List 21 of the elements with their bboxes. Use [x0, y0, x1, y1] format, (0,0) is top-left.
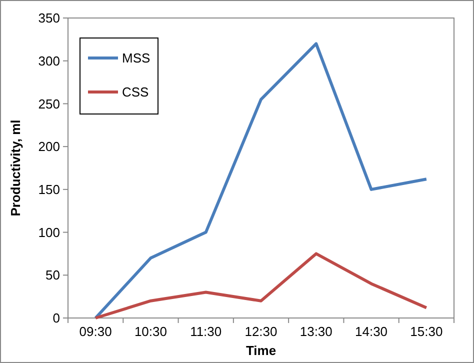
x-tick-label: 13:30 — [300, 324, 332, 339]
y-axis-title: Productivity, ml — [8, 120, 23, 216]
y-tick-label: 100 — [38, 224, 60, 240]
x-tick-label: 12:30 — [244, 324, 278, 339]
y-tick-label: 250 — [38, 96, 60, 112]
legend-label: CSS — [122, 84, 150, 100]
y-tick-label: 150 — [38, 182, 60, 197]
y-tick-label: 0 — [52, 310, 60, 326]
x-tick-label: 15:30 — [410, 324, 443, 339]
legend-label: MSS — [122, 50, 150, 66]
y-tick-label: 300 — [38, 53, 60, 68]
x-axis-title: Time — [246, 343, 276, 358]
y-tick-label: 200 — [38, 139, 60, 154]
line-series — [94, 42, 428, 320]
y-tick-label: 50 — [46, 268, 60, 283]
y-tick-label: 350 — [38, 10, 60, 26]
x-tick-label: 11:30 — [190, 324, 222, 339]
x-tick-label: 14:30 — [355, 324, 388, 339]
x-tick-label: 09:30 — [79, 324, 112, 339]
x-tick-label: 10:30 — [134, 324, 167, 339]
line-series — [94, 252, 428, 320]
